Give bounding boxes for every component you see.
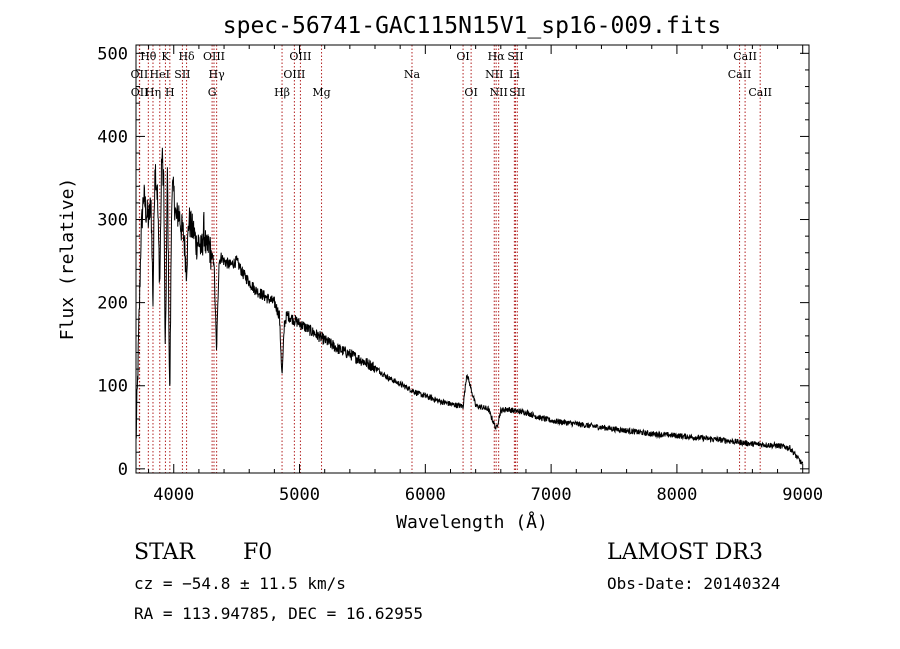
spectral-line-label: Na <box>404 68 421 81</box>
spectral-line-label: SII <box>174 68 190 81</box>
redshift-cz: cz = −54.8 ± 11.5 km/s <box>134 574 346 593</box>
spectral-line-label: Hθ <box>140 50 157 63</box>
x-axis-label: Wavelength (Å) <box>396 511 548 533</box>
spectral-line-label: NII <box>490 86 508 99</box>
y-tick-label: 400 <box>97 127 128 147</box>
spectral-line-label: Li <box>509 68 520 81</box>
spectral-line-label: Hα <box>488 50 506 63</box>
spectral-line-label: Hβ <box>274 86 290 99</box>
spectral-line-markers <box>138 45 761 473</box>
spectral-line-label: OII <box>131 68 149 81</box>
x-tick-label: 4000 <box>153 485 194 505</box>
object-subclass: F0 <box>243 540 272 565</box>
spectrum-series <box>135 147 804 465</box>
x-tick-label: 5000 <box>279 485 320 505</box>
x-tick-label: 8000 <box>656 485 697 505</box>
spectral-line-label: G <box>208 86 217 99</box>
coordinates: RA = 113.94785, DEC = 16.62955 <box>134 604 423 623</box>
spectral-line-label: Hδ <box>178 50 195 63</box>
x-tick-label: 7000 <box>531 485 572 505</box>
spectral-line-label: SII <box>509 86 525 99</box>
spectral-line-label: Hη <box>145 86 161 99</box>
object-class: STAR <box>134 540 196 565</box>
x-tick-label: 6000 <box>405 485 446 505</box>
spectral-line-label: CaII <box>748 86 772 99</box>
y-axis: 0 100 200 300 400 500 <box>97 44 809 480</box>
plot-frame <box>135 44 810 474</box>
survey-name: LAMOST DR3 <box>607 540 763 565</box>
y-tick-label: 100 <box>97 377 128 397</box>
spectral-line-label: OII <box>131 86 149 99</box>
y-tick-label: 200 <box>97 294 128 314</box>
spectral-line-label: HeI <box>150 68 170 81</box>
spectral-line-label: CaII <box>733 50 757 63</box>
observation-date: Obs-Date: 20140324 <box>607 574 780 593</box>
spectral-line-label: H <box>165 86 175 99</box>
spectral-line-label: K <box>161 50 170 63</box>
y-axis-label: Flux (relative) <box>57 178 78 341</box>
x-axis: 4000 5000 6000 7000 8000 9000 <box>148 45 823 505</box>
y-tick-label: 500 <box>97 44 128 64</box>
chart-title: spec-56741-GAC115N15V1_sp16-009.fits <box>223 13 722 39</box>
y-tick-label: 300 <box>97 211 128 231</box>
spectral-line-label: Mg <box>312 86 330 99</box>
spectral-line-labels: OII OII Hθ Hη HeI K H SII Hδ G OIII Hγ Hβ OIII OIII Mg N… <box>131 50 772 99</box>
spectral-line-label: NII <box>485 68 503 81</box>
spectral-line-label: OIII <box>289 50 311 63</box>
spectral-line-label: OIII <box>203 50 225 63</box>
y-tick-label: 0 <box>118 460 128 480</box>
spectral-line-label: OI <box>464 86 477 99</box>
spectral-line-label: CaII <box>728 68 752 81</box>
spectrum-line-0 <box>135 147 804 465</box>
spectral-line-label: SII <box>507 50 523 63</box>
spectral-line-label: OIII <box>283 68 305 81</box>
spectral-line-label: Hγ <box>209 68 226 81</box>
spectral-line-label: OI <box>456 50 469 63</box>
x-tick-label: 9000 <box>782 485 823 505</box>
